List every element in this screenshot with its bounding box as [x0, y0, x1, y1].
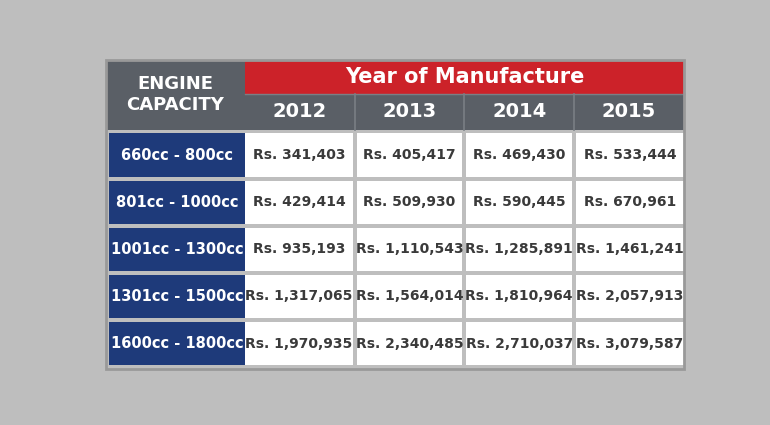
Text: Rs. 1,317,065: Rs. 1,317,065: [245, 289, 353, 303]
Bar: [357, 133, 463, 177]
Text: Rs. 533,444: Rs. 533,444: [584, 148, 676, 162]
Text: 1001cc - 1300cc: 1001cc - 1300cc: [111, 242, 243, 257]
Bar: [109, 133, 245, 177]
Bar: [464, 94, 574, 130]
Bar: [355, 94, 464, 130]
Text: Rs. 1,970,935: Rs. 1,970,935: [246, 337, 353, 351]
Text: Rs. 405,417: Rs. 405,417: [363, 148, 456, 162]
Bar: [109, 275, 245, 318]
Text: Rs. 670,961: Rs. 670,961: [584, 195, 676, 209]
Text: Rs. 3,079,587: Rs. 3,079,587: [576, 337, 684, 351]
Text: 660cc - 800cc: 660cc - 800cc: [121, 147, 233, 162]
Bar: [576, 275, 684, 318]
Bar: [357, 228, 463, 271]
Bar: [357, 322, 463, 365]
Text: Rs. 1,285,891: Rs. 1,285,891: [465, 242, 573, 256]
Text: 1600cc - 1800cc: 1600cc - 1800cc: [111, 336, 243, 351]
Text: Rs. 2,340,485: Rs. 2,340,485: [356, 337, 464, 351]
Bar: [245, 181, 353, 224]
Bar: [467, 181, 572, 224]
Text: ENGINE
CAPACITY: ENGINE CAPACITY: [126, 76, 224, 114]
Text: Rs. 935,193: Rs. 935,193: [253, 242, 345, 256]
Text: Rs. 1,110,543: Rs. 1,110,543: [356, 242, 464, 256]
Text: 801cc - 1000cc: 801cc - 1000cc: [116, 195, 239, 210]
Text: Rs. 469,430: Rs. 469,430: [473, 148, 565, 162]
Text: Year of Manufacture: Year of Manufacture: [345, 67, 584, 87]
Text: 2013: 2013: [383, 102, 437, 121]
Text: Rs. 341,403: Rs. 341,403: [253, 148, 345, 162]
Text: Rs. 590,445: Rs. 590,445: [473, 195, 565, 209]
Bar: [105, 60, 245, 130]
Bar: [357, 275, 463, 318]
Bar: [467, 275, 572, 318]
Text: Rs. 429,414: Rs. 429,414: [253, 195, 345, 209]
Bar: [245, 275, 353, 318]
Text: Rs. 1,810,964: Rs. 1,810,964: [465, 289, 573, 303]
Text: 2015: 2015: [601, 102, 656, 121]
Text: 1301cc - 1500cc: 1301cc - 1500cc: [111, 289, 243, 304]
Text: Rs. 1,564,014: Rs. 1,564,014: [356, 289, 464, 303]
Bar: [245, 60, 684, 94]
Text: Rs. 509,930: Rs. 509,930: [363, 195, 456, 209]
Bar: [576, 228, 684, 271]
Text: Rs. 1,461,241: Rs. 1,461,241: [576, 242, 684, 256]
Bar: [576, 133, 684, 177]
Bar: [467, 228, 572, 271]
Bar: [245, 94, 355, 130]
Bar: [467, 322, 572, 365]
Bar: [245, 322, 353, 365]
Bar: [245, 228, 353, 271]
Bar: [357, 181, 463, 224]
Text: 2012: 2012: [273, 102, 327, 121]
Bar: [109, 228, 245, 271]
Bar: [245, 133, 353, 177]
Text: Rs. 2,057,913: Rs. 2,057,913: [576, 289, 684, 303]
Bar: [574, 94, 684, 130]
Bar: [576, 322, 684, 365]
Bar: [467, 133, 572, 177]
Text: 2014: 2014: [492, 102, 547, 121]
Bar: [576, 181, 684, 224]
Bar: [109, 181, 245, 224]
Text: Rs. 2,710,037: Rs. 2,710,037: [466, 337, 573, 351]
Bar: [109, 322, 245, 365]
